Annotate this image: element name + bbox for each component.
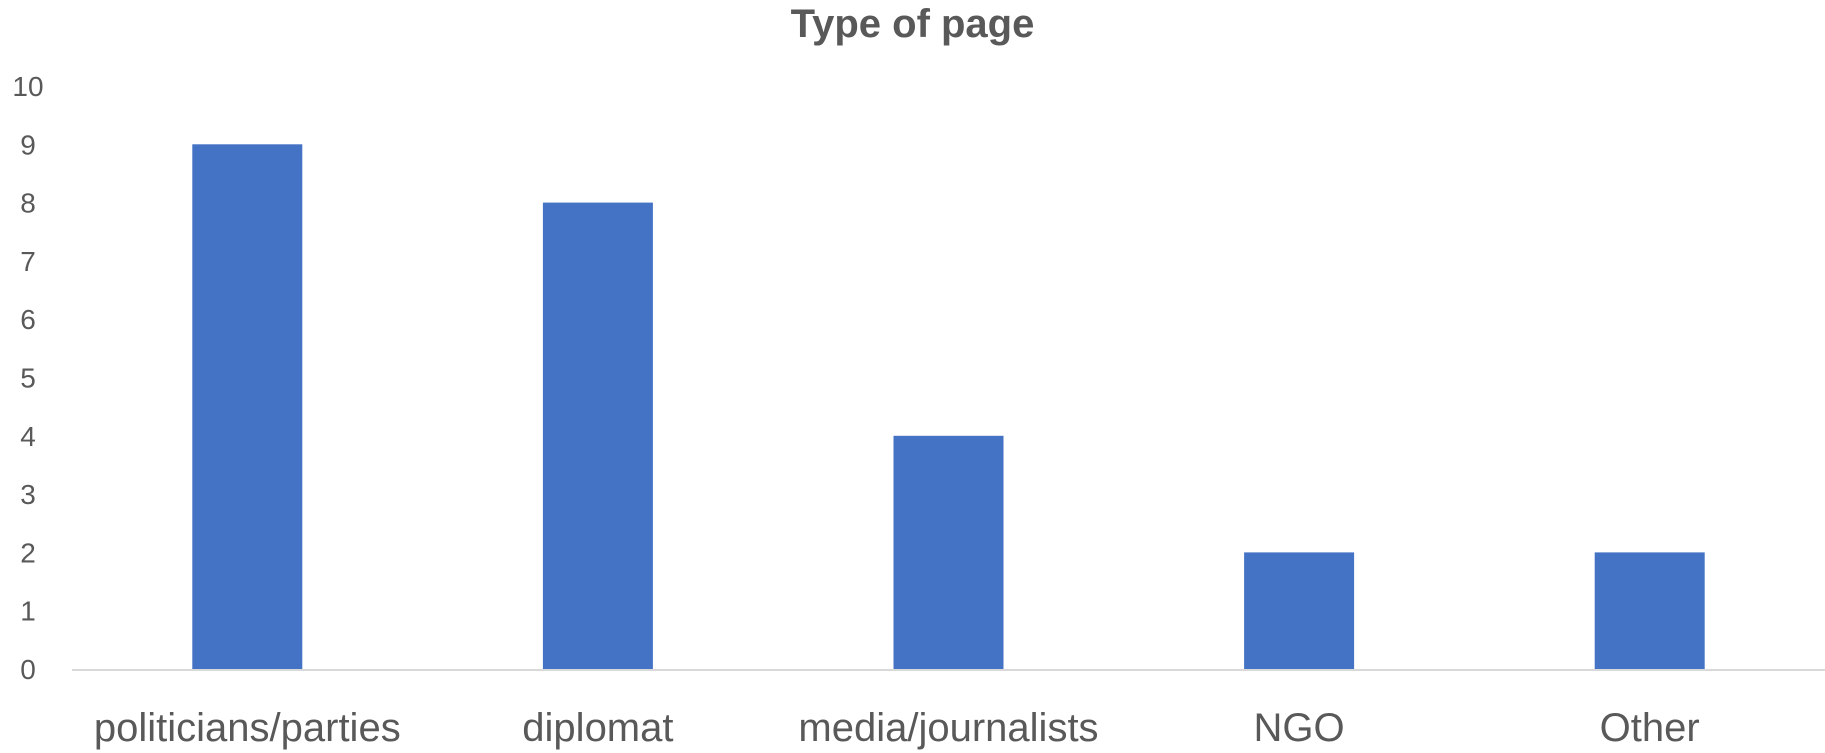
bar-ngo <box>1244 552 1355 669</box>
bar-media-journalists <box>893 435 1004 669</box>
x-axis-ticks: politicians/parties diplomat media/journal… <box>94 706 1700 750</box>
x-tick-label: NGO <box>1254 706 1345 750</box>
x-tick-label: politicians/parties <box>94 706 401 750</box>
y-tick-label: 2 <box>20 537 36 568</box>
y-tick-label: 5 <box>20 363 36 394</box>
y-tick-label: 6 <box>20 304 36 335</box>
y-tick-label: 7 <box>20 246 36 277</box>
y-tick-label: 1 <box>20 596 36 627</box>
x-tick-label: media/journalists <box>798 706 1098 750</box>
x-tick-label: Other <box>1600 706 1700 750</box>
bars-group <box>192 144 1705 670</box>
y-tick-label: 8 <box>20 188 36 219</box>
bar-diplomat <box>542 202 653 669</box>
y-tick-label: 4 <box>20 421 36 452</box>
y-tick-label: 9 <box>20 129 36 160</box>
chart-title: Type of page <box>790 2 1035 46</box>
y-tick-label: 10 <box>12 71 43 102</box>
y-tick-label: 3 <box>20 479 36 510</box>
y-tick-label: 0 <box>20 654 36 685</box>
bar-other <box>1594 552 1705 669</box>
bar-politicians-parties <box>192 144 303 670</box>
y-axis-ticks: 0 1 2 3 4 5 6 7 8 9 10 <box>12 71 43 685</box>
x-tick-label: diplomat <box>522 706 673 750</box>
